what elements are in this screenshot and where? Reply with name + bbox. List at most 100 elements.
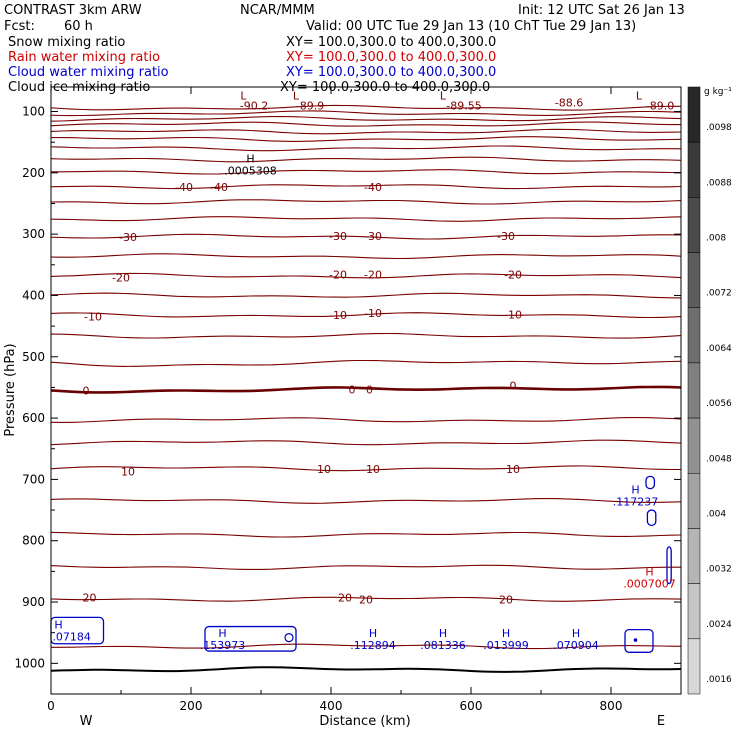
- contour-label: -10: [364, 307, 382, 320]
- colorbar-label: .0048: [706, 454, 732, 464]
- field-label-snow: Snow mixing ratio: [8, 35, 126, 50]
- x-tick-label: 600: [460, 699, 483, 713]
- ground-line: [50, 666, 682, 673]
- contour-label: 10: [121, 465, 135, 478]
- colorbar-bin: [687, 417, 701, 474]
- colorbar-label: .0098: [706, 123, 732, 133]
- y-axis-title: Pressure (hPa): [3, 343, 18, 436]
- temperature-contours: [50, 104, 682, 673]
- temperature-contour: [50, 199, 682, 205]
- temperature-contour: [50, 564, 681, 570]
- cloud-water-contour: [646, 509, 657, 527]
- forecast-hour: 60 h: [64, 19, 93, 34]
- temperature-contour: [50, 332, 682, 339]
- contour-label: -30: [119, 231, 137, 244]
- y-tick-label: 600: [22, 411, 45, 425]
- cloud-water-contour: [645, 475, 656, 490]
- colorbar-unit: g kg⁻¹: [704, 87, 732, 97]
- temperature-contour: [51, 643, 682, 650]
- temperature-contour: [50, 292, 682, 299]
- x-tick-label: 400: [320, 699, 343, 713]
- contour-label: -89.55: [446, 99, 481, 112]
- extremum-H: H: [439, 627, 447, 640]
- contour-label: 0: [349, 383, 356, 396]
- temperature-contour: [50, 253, 682, 260]
- colorbar-bin: [687, 197, 701, 253]
- contour-label: 0: [83, 385, 90, 398]
- contour-label: -10: [504, 308, 522, 321]
- temperature-contour: [50, 531, 682, 538]
- colorbar-bin: [687, 638, 701, 695]
- contour-label: -20: [364, 269, 382, 282]
- forecast-label: Fcst:: [4, 19, 35, 34]
- y-tick-label: 100: [22, 105, 45, 119]
- cloud-contours: [50, 475, 672, 653]
- temperature-contour: [51, 136, 682, 142]
- contour-label: 0: [366, 383, 373, 396]
- extremum-H: H: [502, 627, 510, 640]
- contour-label: -40: [175, 181, 193, 194]
- temperature-contour: [50, 156, 682, 163]
- extremum-value: .117237: [613, 496, 659, 509]
- colorbar-label: .0032: [706, 565, 732, 575]
- y-tick-label: 800: [22, 534, 45, 548]
- init-time: Init: 12 UTC Sat 26 Jan 13: [518, 3, 685, 18]
- y-tick-label: 700: [22, 472, 45, 486]
- colorbar-bin: [687, 252, 701, 308]
- colorbar-label: .0024: [706, 620, 732, 630]
- y-tick-label: 300: [22, 227, 45, 241]
- y-tick-label: 900: [22, 595, 45, 609]
- extremum-H: H: [246, 152, 254, 165]
- y-tick-label: 400: [22, 288, 45, 302]
- contour-label: -20: [329, 269, 347, 282]
- contour-label: -30: [364, 230, 382, 243]
- temperature-contour: [50, 417, 682, 423]
- colorbar-bin: [687, 86, 701, 143]
- x-tick-label: 800: [600, 699, 623, 713]
- y-tick-label: 500: [22, 350, 45, 364]
- temperature-contour: [51, 169, 682, 175]
- cloud-water-contour: [633, 638, 638, 642]
- contour-label: -89.9: [296, 99, 324, 112]
- field-xy-snow: XY= 100.0,300.0 to 400.0,300.0: [286, 35, 497, 50]
- extremum-value: .0007007: [623, 578, 676, 591]
- temperature-contour: [50, 359, 682, 367]
- contour-label: 0: [510, 380, 517, 393]
- colorbar-label: .0072: [706, 289, 732, 299]
- cloud-water-contour: [666, 546, 672, 585]
- center-name: NCAR/MMM: [240, 3, 315, 18]
- extremum-H: H: [631, 484, 639, 497]
- contour-label: -40: [210, 181, 228, 194]
- extremum-H: H: [645, 566, 653, 579]
- cloud-water-contour: [284, 632, 294, 643]
- contour-label: -88.6: [555, 96, 583, 109]
- temperature-contour: [50, 216, 682, 222]
- cloud-water-contour: [624, 628, 654, 653]
- extremum-H: H: [54, 618, 62, 631]
- y-tick-label: 200: [22, 166, 45, 180]
- temperature-contour: [50, 184, 682, 190]
- freezing-level-contour: [50, 385, 682, 394]
- contour-label: 10: [317, 463, 331, 476]
- extremum-value: .0005308: [224, 164, 277, 177]
- extremum-H: H: [572, 627, 580, 640]
- extremum-value: .070904: [553, 639, 599, 652]
- extremum-value: .081336: [420, 639, 466, 652]
- contour-label: 20: [83, 592, 97, 605]
- temperature-contour: [50, 115, 682, 122]
- temperature-contour: [50, 596, 682, 602]
- temperature-contour: [50, 498, 682, 504]
- colorbar-label: .0088: [706, 178, 732, 188]
- colorbar-label: .0056: [706, 399, 732, 409]
- temperature-contour: [50, 233, 682, 240]
- temperature-contour: [50, 439, 682, 446]
- extremum-L: L: [440, 89, 447, 102]
- cloud-water-contour: [204, 625, 297, 652]
- colorbar-bin: [687, 362, 701, 419]
- extremum-value: .112894: [350, 639, 396, 652]
- contour-label: -89.0: [646, 99, 674, 112]
- colorbar-bin: [687, 473, 701, 529]
